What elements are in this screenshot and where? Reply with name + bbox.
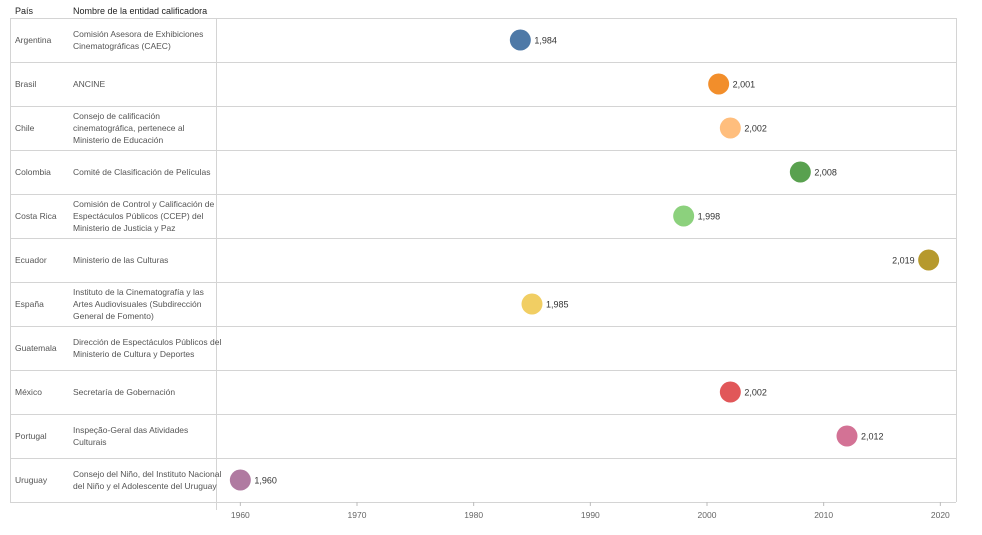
data-label: 1,998	[698, 212, 721, 222]
data-label: 2,012	[861, 432, 884, 442]
row-divider	[10, 282, 956, 283]
data-point-ecuador[interactable]	[918, 249, 940, 271]
x-tick-label: 2000	[698, 510, 717, 520]
header-pais: País	[15, 6, 34, 16]
entity-name: Instituto de la Cinematografía y las Art…	[73, 287, 204, 321]
table-row: Uruguay Consejo del Niño, del Instituto N…	[10, 458, 956, 502]
entity-name: Inspeção-Geral das Atividades Culturais	[73, 425, 189, 447]
table-row: España Instituto de la Cinematografía y l…	[10, 282, 956, 326]
row-divider	[10, 150, 956, 151]
row-divider	[10, 458, 956, 459]
country-name: México	[15, 387, 42, 397]
country-name: Chile	[15, 123, 35, 133]
entity-name: Consejo del Niño, del Instituto Nacional…	[73, 469, 222, 491]
country-name: España	[15, 299, 44, 309]
row-divider	[10, 62, 956, 63]
data-label: 2,002	[744, 124, 767, 134]
row-divider	[10, 326, 956, 327]
data-point-chile[interactable]	[719, 117, 741, 139]
x-tick-label: 1990	[581, 510, 600, 520]
data-label: 2,019	[892, 256, 915, 266]
x-tick-label: 1960	[231, 510, 250, 520]
data-label: 2,002	[744, 388, 767, 398]
table-row: Argentina Comisión Asesora de Exhibicione…	[10, 18, 956, 62]
entity-name: ANCINE	[73, 79, 106, 89]
table-row: Chile Consejo de calificación cinematográ…	[10, 106, 956, 150]
data-point-brasil[interactable]	[708, 73, 730, 95]
data-point-portugal[interactable]	[836, 425, 858, 447]
country-name: Costa Rica	[15, 211, 57, 221]
row-divider	[10, 370, 956, 371]
country-name: Portugal	[15, 431, 47, 441]
table-row: Colombia Comité de Clasificación de Pelíc…	[10, 150, 956, 194]
plot-left-border	[216, 18, 217, 510]
data-label: 2,001	[733, 80, 756, 90]
data-label: 1,960	[254, 476, 277, 486]
row-divider	[10, 106, 956, 107]
table-row: Portugal Inspeção-Geral das Atividades Cu…	[10, 414, 956, 458]
entity-name: Comisión de Control y Calificación de Es…	[73, 199, 215, 233]
country-name: Uruguay	[15, 475, 48, 485]
data-point-costa-rica[interactable]	[673, 205, 695, 227]
data-point-colombia[interactable]	[789, 161, 811, 183]
row-divider	[10, 502, 956, 503]
country-name: Guatemala	[15, 343, 57, 353]
x-tick-label: 1980	[464, 510, 483, 520]
x-tick-label: 2010	[814, 510, 833, 520]
x-tick-label: 2020	[931, 510, 950, 520]
country-name: Colombia	[15, 167, 51, 177]
table-left-border	[10, 18, 11, 502]
country-name: Argentina	[15, 35, 52, 45]
table-row: Costa Rica Comisión de Control y Califica…	[10, 194, 956, 238]
header-entidad: Nombre de la entidad calificadora	[73, 6, 208, 16]
table-row: México Secretaría de Gobernación	[10, 370, 956, 414]
country-name: Brasil	[15, 79, 37, 89]
entity-name: Comisión Asesora de Exhibiciones Cinemat…	[73, 29, 204, 51]
data-label: 1,984	[534, 36, 557, 46]
row-divider	[10, 414, 956, 415]
data-point-uruguay[interactable]	[229, 469, 251, 491]
row-divider	[10, 18, 956, 19]
row-divider	[10, 238, 956, 239]
table-row: Guatemala Dirección de Espectáculos Públi…	[10, 326, 956, 370]
data-point-argentina[interactable]	[509, 29, 531, 51]
entity-name: Secretaría de Gobernación	[73, 387, 176, 397]
table-row: Ecuador Ministerio de las Culturas	[10, 238, 956, 282]
data-label: 2,008	[814, 168, 837, 178]
row-divider	[10, 194, 956, 195]
entity-name: Consejo de calificación cinematográfica,…	[73, 111, 185, 145]
entity-name: Comité de Clasificación de Películas	[73, 167, 211, 177]
plot-right-border	[956, 18, 957, 502]
table-row: Brasil ANCINE	[10, 62, 956, 106]
entity-name: Dirección de Espectáculos Públicos del M…	[73, 337, 222, 359]
data-point-españa[interactable]	[521, 293, 543, 315]
data-label: 1,985	[546, 300, 569, 310]
x-tick-label: 1970	[348, 510, 367, 520]
data-point-méxico[interactable]	[719, 381, 741, 403]
country-name: Ecuador	[15, 255, 47, 265]
entity-name: Ministerio de las Culturas	[73, 255, 169, 265]
